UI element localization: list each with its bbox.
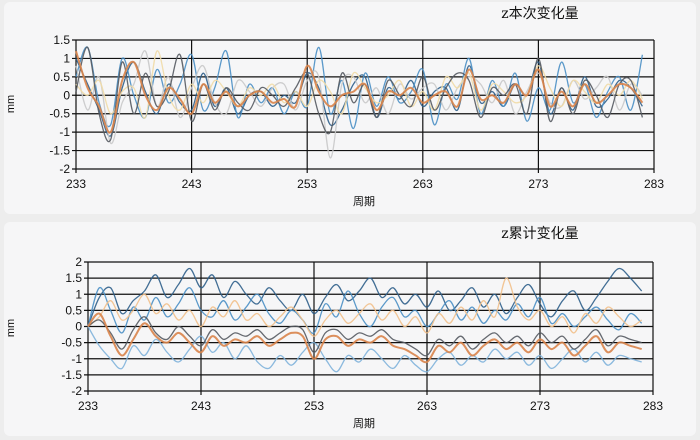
x-tick-label: 233 bbox=[66, 177, 86, 191]
x-tick-label: 243 bbox=[191, 399, 211, 413]
x-tick-label: 253 bbox=[297, 177, 317, 191]
series-line-5 bbox=[87, 316, 642, 357]
x-tick-label: 283 bbox=[643, 399, 663, 413]
series-line-6 bbox=[87, 312, 643, 364]
y-tick-label: -2 bbox=[71, 384, 82, 398]
chart-title: z本次变化量 bbox=[501, 6, 578, 22]
y-tick-label: -2 bbox=[59, 162, 70, 176]
y-axis-label: mm bbox=[5, 95, 17, 113]
y-tick-label: -1.5 bbox=[49, 144, 70, 158]
x-tick-label: 283 bbox=[644, 177, 664, 191]
chart-panel-increment: z本次变化量 周期 mm 1.5 1 0.5 0 -0.5 -1 -1.5 -2 233 243 2… bbox=[4, 2, 696, 214]
y-tick-label: -1.5 bbox=[61, 368, 82, 382]
chart-panel-cumulative: z累计变化量 周期 mm 2 1.5 1 0.5 0 -0.5 -1 -1.5 -2 233 243… bbox=[4, 222, 696, 436]
x-tick-label: 263 bbox=[417, 399, 437, 413]
x-axis-label: 周期 bbox=[353, 195, 375, 208]
y-tick-label: 0 bbox=[75, 320, 82, 334]
series-line-2 bbox=[75, 46, 644, 130]
y-tick-label: -0.5 bbox=[61, 336, 82, 350]
y-tick-label: 1.5 bbox=[53, 33, 70, 47]
y-tick-label: -0.5 bbox=[49, 107, 70, 121]
x-tick-label: 233 bbox=[78, 399, 98, 413]
x-tick-label: 253 bbox=[304, 399, 324, 413]
y-tick-label: 0 bbox=[63, 88, 70, 102]
x-tick-label: 263 bbox=[413, 177, 433, 191]
series-line-2 bbox=[87, 287, 643, 334]
y-tick-label: 1 bbox=[63, 51, 70, 65]
series-line-4 bbox=[87, 277, 643, 337]
y-tick-label: 1.5 bbox=[65, 271, 82, 285]
series-line-3 bbox=[75, 50, 643, 159]
x-tick-label: 273 bbox=[530, 399, 550, 413]
y-tick-label: 0.5 bbox=[65, 303, 82, 317]
y-tick-label: -1 bbox=[59, 125, 70, 139]
y-tick-label: -1 bbox=[71, 352, 82, 366]
series-line-1 bbox=[87, 267, 643, 327]
series-line-4 bbox=[75, 50, 643, 119]
chart-title: z累计变化量 bbox=[501, 226, 578, 242]
y-axis-label: mm bbox=[5, 319, 17, 337]
series-line-6 bbox=[75, 50, 644, 134]
x-tick-label: 273 bbox=[528, 177, 548, 191]
series-line-5 bbox=[75, 46, 644, 143]
x-axis-label: 周期 bbox=[353, 417, 375, 430]
x-tick-label: 243 bbox=[182, 177, 202, 191]
y-tick-label: 1 bbox=[75, 287, 82, 301]
y-tick-label: 0.5 bbox=[53, 70, 70, 84]
series-line-3 bbox=[87, 326, 642, 373]
y-tick-label: 2 bbox=[75, 255, 82, 269]
